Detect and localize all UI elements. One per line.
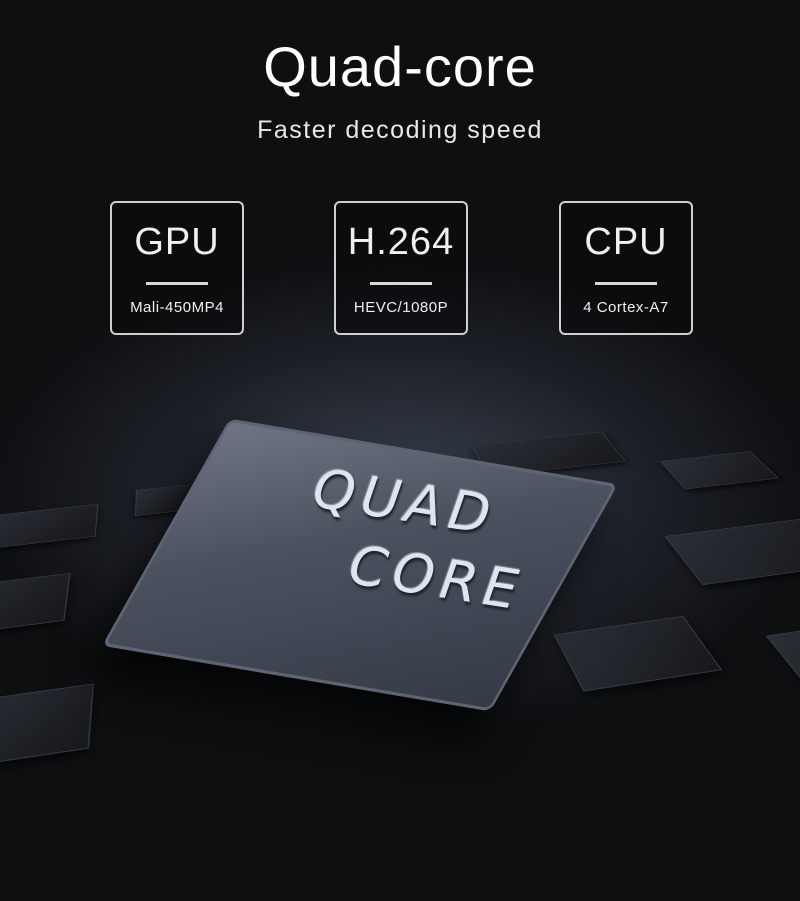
divider [370, 282, 432, 285]
component [664, 518, 800, 586]
component [0, 683, 95, 773]
component [659, 451, 779, 490]
spec-card-gpu: GPU Mali-450MP4 [110, 201, 244, 335]
divider [146, 282, 208, 285]
spec-card-cpu: CPU 4 Cortex-A7 [559, 201, 693, 335]
page-title: Quad-core [263, 35, 537, 98]
spec-detail: HEVC/1080P [353, 299, 449, 316]
component [0, 573, 71, 643]
divider [595, 282, 657, 285]
spec-detail: 4 Cortex-A7 [583, 299, 669, 316]
spec-label: CPU [584, 221, 668, 263]
spec-label: GPU [134, 221, 220, 263]
spec-label: H.264 [347, 221, 455, 263]
component [553, 615, 723, 692]
spec-card-h264: H.264 HEVC/1080P [334, 201, 468, 335]
component [0, 503, 99, 552]
spec-detail: Mali-450MP4 [130, 299, 224, 316]
page-subtitle: Faster decoding speed [257, 116, 543, 144]
component [765, 617, 800, 693]
